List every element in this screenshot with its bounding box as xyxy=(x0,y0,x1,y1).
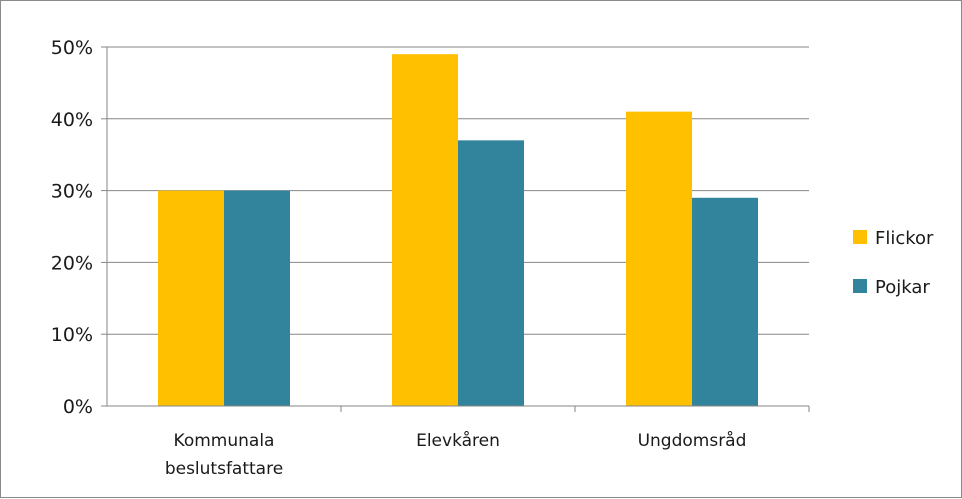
axes xyxy=(101,46,810,412)
y-axis-tick-labels: 0% 10% 20% 30% 40% 50% xyxy=(51,37,93,418)
x-category-label: beslutsfattare xyxy=(165,459,283,479)
x-category-label: Kommunala xyxy=(174,431,275,451)
y-tick-label: 50% xyxy=(51,37,93,59)
bar-flickor-1 xyxy=(392,54,458,407)
x-category-label: Elevkåren xyxy=(416,430,500,451)
legend-swatch-pojkar xyxy=(853,279,867,293)
bars xyxy=(158,54,758,407)
y-tick-label: 10% xyxy=(51,324,93,346)
bar-pojkar-2 xyxy=(692,197,758,406)
legend-swatch-flickor xyxy=(853,230,867,244)
y-tick-label: 0% xyxy=(63,396,93,418)
bar-flickor-2 xyxy=(626,111,692,407)
y-tick-label: 40% xyxy=(51,109,93,131)
bar-pojkar-1 xyxy=(458,140,524,406)
legend: Flickor Pojkar xyxy=(853,228,934,298)
y-tick-label: 20% xyxy=(51,252,93,274)
x-category-label: Ungdomsråd xyxy=(638,430,747,451)
y-tick-label: 30% xyxy=(51,181,93,203)
x-axis-category-labels: Kommunala beslutsfattare Elevkåren Ungdomsr… xyxy=(165,430,747,479)
legend-label-pojkar: Pojkar xyxy=(875,277,930,298)
legend-label-flickor: Flickor xyxy=(875,228,934,249)
bar-flickor-0 xyxy=(158,190,224,406)
bar-pojkar-0 xyxy=(224,190,290,406)
